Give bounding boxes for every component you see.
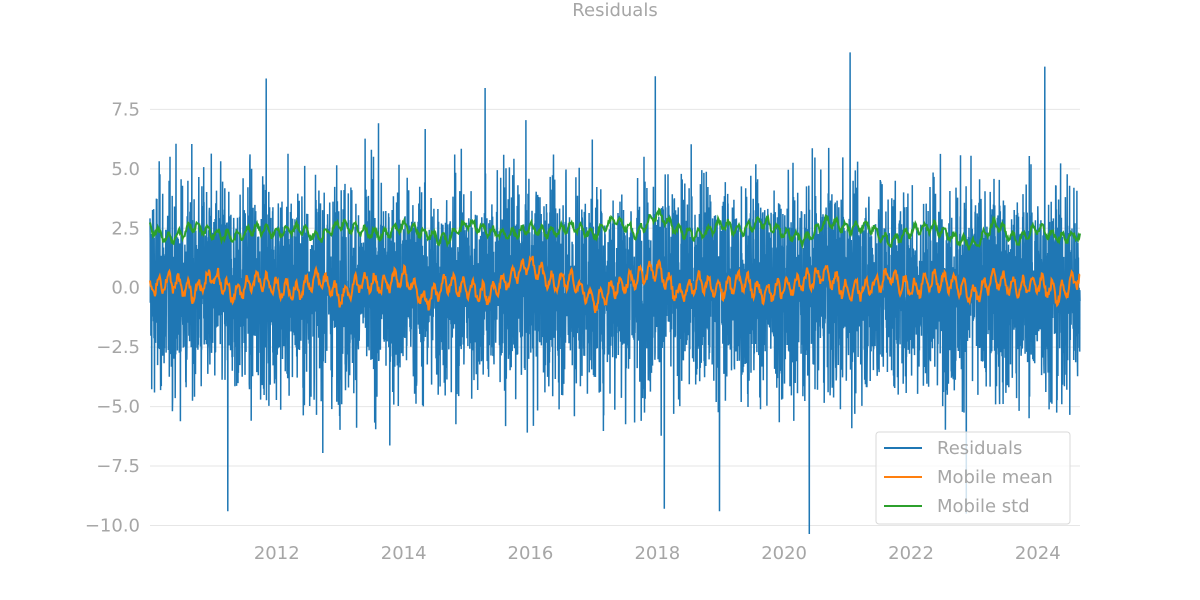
y-axis-ticks: 7.5 5.0 2.5 0.0 −2.5 −5.0 −7.5 −10.0 <box>85 99 140 536</box>
y-tick-label: 0.0 <box>111 278 140 299</box>
x-tick-label: 2024 <box>1015 543 1061 564</box>
x-tick-label: 2016 <box>508 543 554 564</box>
y-tick-label: 2.5 <box>111 218 140 239</box>
legend-label: Mobile std <box>937 496 1030 517</box>
y-tick-label: −5.0 <box>96 397 140 418</box>
x-tick-label: 2020 <box>761 543 807 564</box>
chart-title: Residuals <box>572 0 657 21</box>
y-tick-label: −10.0 <box>85 515 140 536</box>
x-axis-ticks: 2012 2014 2016 2018 2020 2022 2024 <box>254 543 1061 564</box>
y-tick-label: −2.5 <box>96 337 140 358</box>
plot-area <box>149 52 1081 535</box>
legend-label: Residuals <box>937 438 1022 459</box>
y-tick-label: 7.5 <box>111 99 140 120</box>
legend-label: Mobile mean <box>937 467 1053 488</box>
y-tick-label: −7.5 <box>96 456 140 477</box>
series-mobile-std <box>149 207 1081 251</box>
y-tick-label: 5.0 <box>111 159 140 180</box>
legend-box <box>875 431 1071 525</box>
series-mobile-mean <box>149 255 1081 314</box>
x-tick-label: 2014 <box>381 543 427 564</box>
x-tick-label: 2022 <box>888 543 934 564</box>
series-residuals <box>149 52 1081 535</box>
x-tick-label: 2012 <box>254 543 300 564</box>
x-tick-label: 2018 <box>634 543 680 564</box>
legend: Residuals Mobile mean Mobile std <box>875 431 1071 525</box>
